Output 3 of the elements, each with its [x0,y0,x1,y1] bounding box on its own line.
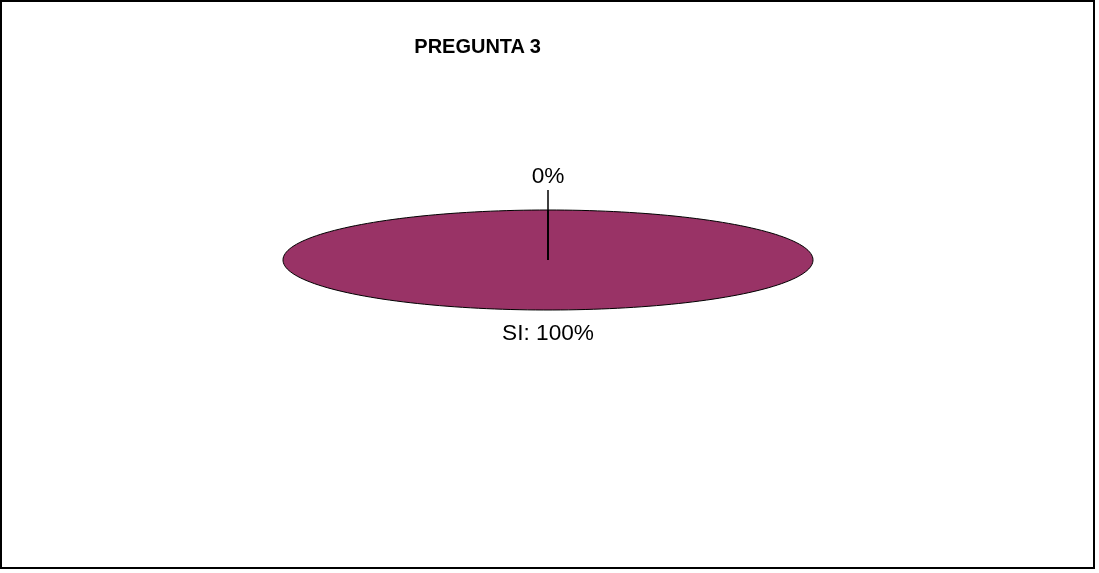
slice-label: SI: 100% [502,319,594,345]
chart-title: PREGUNTA 3 [414,34,541,57]
text: 0% [531,162,565,188]
